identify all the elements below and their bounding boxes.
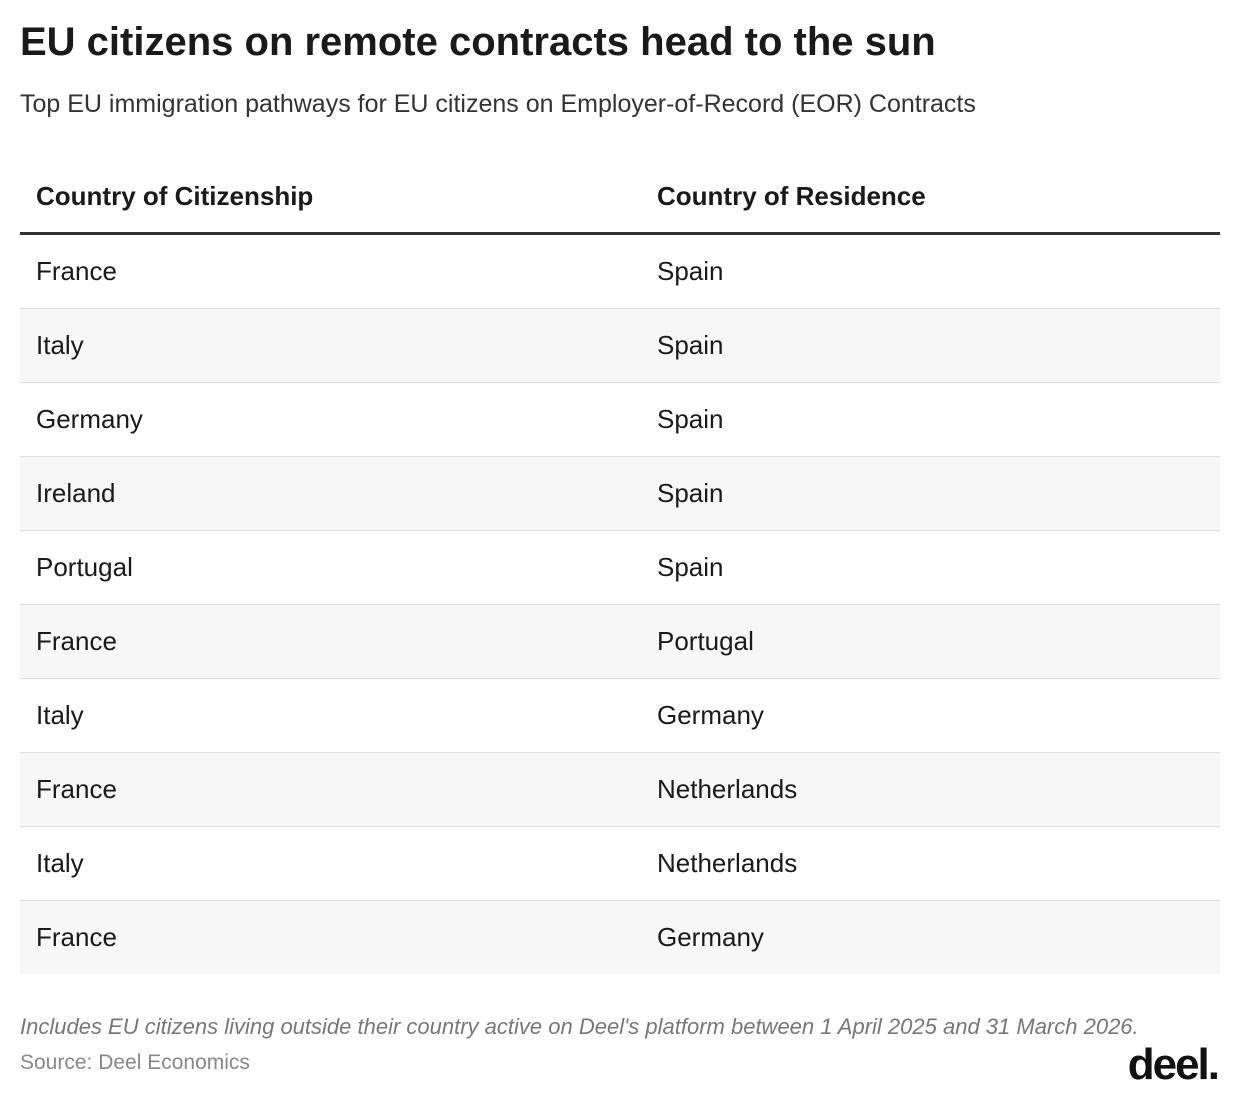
table-cell: Germany xyxy=(641,900,1220,974)
table-cell: Spain xyxy=(641,530,1220,605)
table-cell: Netherlands xyxy=(641,752,1220,827)
table-row: Portugal Spain xyxy=(20,530,1220,605)
table-cell: France xyxy=(20,233,641,309)
header-row: Country of Citizenship Country of Residen… xyxy=(20,160,1220,235)
source: Source: Deel Economics xyxy=(20,1051,250,1074)
table-row: Italy Netherlands xyxy=(20,826,1220,901)
table-cell: France xyxy=(20,604,641,679)
title: EU citizens on remote contracts head to … xyxy=(20,20,936,64)
table-row: Italy Spain xyxy=(20,308,1220,383)
table-cell: Spain xyxy=(641,382,1220,457)
table-cell: Netherlands xyxy=(641,826,1220,901)
subtitle: Top EU immigration pathways for EU citiz… xyxy=(20,90,976,118)
table-cell: Italy xyxy=(20,826,641,901)
table-row: France Spain xyxy=(20,233,1220,309)
table-row: France Netherlands xyxy=(20,752,1220,827)
table-row: Ireland Spain xyxy=(20,456,1220,531)
table-cell: Italy xyxy=(20,308,641,383)
table-row: Italy Germany xyxy=(20,678,1220,753)
table-cell: Ireland xyxy=(20,456,641,531)
table-cell: Italy xyxy=(20,678,641,753)
table-cell: Portugal xyxy=(641,604,1220,679)
data-table: Country of Citizenship Country of Residen… xyxy=(20,160,1220,974)
table-cell: France xyxy=(20,752,641,827)
column-header: Country of Citizenship xyxy=(20,160,641,235)
table-cell: Germany xyxy=(20,382,641,457)
table-row: France Germany xyxy=(20,900,1220,974)
table-cell: Spain xyxy=(641,456,1220,531)
table-cell: Germany xyxy=(641,678,1220,753)
table-row: Germany Spain xyxy=(20,382,1220,457)
table-cell: Spain xyxy=(641,308,1220,383)
column-header: Country of Residence xyxy=(641,160,1220,235)
table-row: France Portugal xyxy=(20,604,1220,679)
logo: deel. xyxy=(1127,1040,1220,1089)
table-cell: France xyxy=(20,900,641,974)
table-cell: Portugal xyxy=(20,530,641,605)
table-cell: Spain xyxy=(641,233,1220,309)
footnote: Includes EU citizens living outside thei… xyxy=(20,1014,1139,1039)
